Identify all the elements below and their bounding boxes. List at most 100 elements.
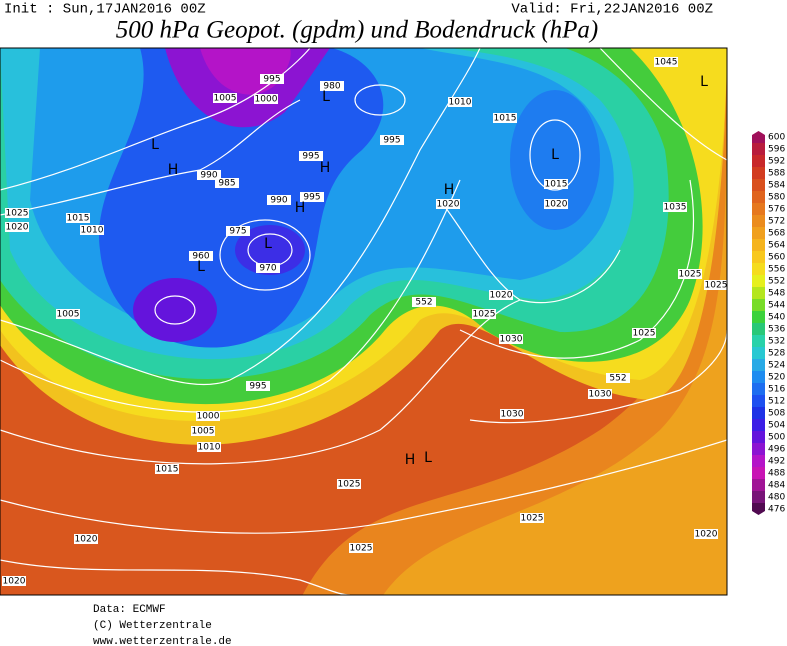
label-bg — [544, 199, 568, 209]
colorbar-cell — [752, 215, 765, 227]
pressure-label: 990 — [200, 171, 217, 181]
field-blue-cell — [510, 90, 600, 230]
colorbar-label: 520 — [768, 373, 785, 383]
colorbar-cell — [752, 335, 765, 347]
valid-label: Valid: Fri,22JAN2016 00Z — [511, 2, 713, 18]
isobar — [0, 99, 301, 216]
colorbar-label: 584 — [768, 181, 785, 191]
pressure-center: L — [424, 450, 432, 466]
colorbar-cell — [752, 287, 765, 299]
colorbar-cell — [752, 239, 765, 251]
isobar — [439, 199, 621, 304]
colorbar-label: 500 — [768, 433, 785, 443]
colorbar-cell — [752, 407, 765, 419]
label-bg — [337, 479, 361, 489]
pressure-label: 980 — [323, 82, 340, 92]
label-bg — [56, 309, 80, 319]
label-bg — [254, 94, 278, 104]
colorbar-cell — [752, 443, 765, 455]
colorbar-cell — [752, 431, 765, 443]
pressure-label: 1035 — [664, 203, 687, 213]
colorbar-label: 552 — [768, 277, 785, 287]
pressure-label: 1010 — [198, 443, 221, 453]
colorbar-label: 596 — [768, 145, 785, 155]
pressure-center: H — [168, 162, 179, 178]
colorbar-label: 528 — [768, 349, 785, 359]
colorbar-label: 532 — [768, 337, 785, 347]
pressure-label: 1025 — [679, 270, 702, 280]
label-bg — [493, 113, 517, 123]
isobar — [469, 329, 727, 424]
colorbar-label: 588 — [768, 169, 785, 179]
label-bg — [349, 543, 373, 553]
colorbar-cell — [752, 143, 765, 155]
field-light-orange — [383, 48, 727, 595]
colorbar-cell — [752, 311, 765, 323]
colorbar-label: 508 — [768, 409, 785, 419]
colorbar-label: 492 — [768, 457, 785, 467]
label-bg — [2, 576, 26, 586]
colorbar-label: 548 — [768, 289, 785, 299]
pressure-label: 1010 — [449, 98, 472, 108]
pressure-label: 1020 — [695, 530, 718, 540]
pressure-label: 995 — [249, 382, 266, 392]
label-bg — [472, 309, 496, 319]
pressure-center: L — [700, 74, 708, 90]
field-violet — [133, 278, 217, 342]
label-bg — [80, 225, 104, 235]
pressure-center: L — [322, 89, 330, 105]
colorbar-label: 556 — [768, 265, 785, 275]
pressure-label: 1000 — [197, 412, 220, 422]
label-bg — [632, 328, 656, 338]
field-blue — [99, 48, 384, 348]
pressure-label: 1000 — [255, 95, 278, 105]
isobar — [354, 84, 406, 116]
pressure-label: 1015 — [156, 465, 179, 475]
pressure-center: L — [151, 137, 159, 153]
isobar — [529, 119, 581, 191]
pressure-label: 1025 — [338, 480, 361, 490]
init-label: Init : Sun,17JAN2016 00Z — [4, 2, 206, 18]
colorbar-cell — [752, 323, 765, 335]
pressure-label: 1020 — [6, 223, 29, 233]
pressure-label: 960 — [192, 252, 209, 262]
colorbar-cell — [752, 299, 765, 311]
label-bg — [189, 251, 213, 261]
pressure-label: 1025 — [6, 209, 29, 219]
label-bg — [215, 178, 239, 188]
label-bg — [320, 81, 344, 91]
pressure-label: 552 — [609, 374, 626, 384]
label-bg — [155, 464, 179, 474]
label-bg — [412, 297, 436, 307]
label-bg — [246, 381, 270, 391]
pressure-center: L — [264, 236, 272, 252]
footer-line: (C) Wetterzentrale — [93, 620, 212, 632]
label-bg — [380, 135, 404, 145]
colorbar-cell — [752, 395, 765, 407]
colorbar-label: 480 — [768, 493, 785, 503]
label-bg — [267, 195, 291, 205]
field-orange — [302, 48, 727, 595]
label-bg — [436, 199, 460, 209]
colorbar-cell — [752, 203, 765, 215]
label-bg — [694, 529, 718, 539]
isobar — [0, 439, 727, 534]
label-bg — [448, 97, 472, 107]
colorbar-cell — [752, 131, 765, 143]
colorbar-cell — [752, 467, 765, 479]
pressure-label: 1045 — [655, 58, 678, 68]
isobar — [154, 295, 196, 325]
isobar — [219, 219, 311, 291]
pressure-label: 1025 — [705, 281, 728, 291]
isobar — [599, 48, 727, 161]
label-bg — [197, 442, 221, 452]
colorbar-cell — [752, 275, 765, 287]
pressure-center: H — [295, 200, 306, 216]
colorbar-cell — [752, 479, 765, 491]
pressure-label: 985 — [218, 179, 235, 189]
pressure-center: L — [551, 147, 559, 163]
colorbar-cell — [752, 227, 765, 239]
label-bg — [66, 213, 90, 223]
